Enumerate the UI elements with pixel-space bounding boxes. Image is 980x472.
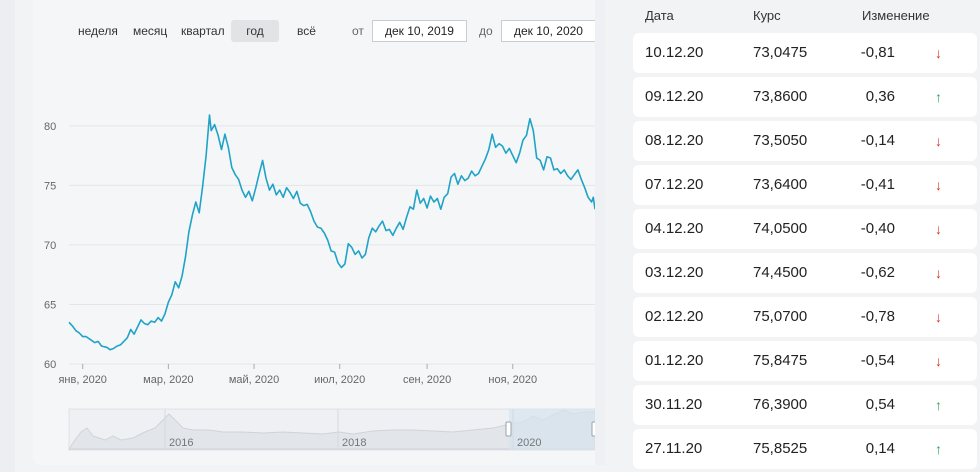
row-date: 27.11.20 — [645, 440, 703, 457]
navigator-year-label: 2016 — [169, 437, 193, 449]
row-rate: 73,0475 — [753, 44, 808, 61]
table-row: 30.11.20 76,3900 0,54 ↑ — [633, 385, 977, 425]
row-date: 30.11.20 — [645, 396, 703, 413]
x-tick-label: ноя, 2020 — [488, 374, 537, 386]
navigator-selection — [509, 409, 595, 450]
row-rate: 75,8525 — [753, 440, 808, 457]
row-date: 03.12.20 — [645, 264, 704, 281]
arrow-up-icon: ↑ — [935, 89, 942, 105]
row-rate: 73,5050 — [753, 132, 808, 149]
row-date: 01.12.20 — [645, 352, 704, 369]
row-change: -0,54 — [860, 352, 895, 369]
arrow-up-icon: ↑ — [935, 441, 942, 457]
y-tick-label: 80 — [44, 121, 56, 133]
table-row: 04.12.20 74,0500 -0,40 ↓ — [633, 209, 977, 249]
row-rate: 75,8475 — [753, 352, 808, 369]
table-row: 10.12.20 73,0475 -0,81 ↓ — [633, 33, 977, 73]
arrow-up-icon: ↑ — [935, 397, 942, 413]
x-tick-label: сен, 2020 — [403, 374, 451, 386]
row-change: -0,14 — [860, 132, 895, 149]
row-date: 04.12.20 — [645, 220, 704, 237]
chart-grid — [69, 125, 595, 365]
navigator-year-label: 2020 — [517, 437, 541, 449]
rate-chart: 60 65 70 75 80 янв, 2020 мар, 2020 май, 2020 ию… — [44, 114, 598, 451]
table-row: 07.12.20 73,6400 -0,41 ↓ — [633, 165, 977, 205]
y-tick-label: 65 — [44, 299, 56, 311]
x-axis-ticks: янв, 2020 мар, 2020 май, 2020 июл, 2020 сен,… — [58, 364, 537, 386]
table-row: 01.12.20 75,8475 -0,54 ↓ — [633, 341, 977, 381]
x-tick-label: янв, 2020 — [58, 374, 106, 386]
row-change: -0,81 — [860, 44, 895, 61]
card-divider — [595, 0, 605, 465]
range-navigator[interactable]: 2016 2018 2020 — [68, 408, 598, 451]
table-header: Дата Курс Изменение — [615, 8, 980, 28]
row-rate: 74,4500 — [753, 264, 808, 281]
period-week[interactable]: неделя — [78, 24, 118, 38]
navigator-year-label: 2018 — [342, 437, 366, 449]
header-change: Изменение — [862, 8, 930, 23]
row-change: -0,41 — [860, 176, 895, 193]
row-date: 07.12.20 — [645, 176, 704, 193]
row-date: 09.12.20 — [645, 88, 704, 105]
rates-table: Дата Курс Изменение 10.12.20 73,0475 -0,81… — [615, 0, 980, 472]
range-to-input[interactable]: дек 10, 2020 — [501, 20, 596, 42]
period-year[interactable]: год — [231, 20, 279, 42]
arrow-down-icon: ↓ — [935, 221, 942, 237]
row-change: 0,14 — [865, 440, 895, 457]
header-rate: Курс — [753, 8, 781, 23]
arrow-down-icon: ↓ — [935, 309, 942, 325]
x-tick-label: мар, 2020 — [143, 374, 193, 386]
table-row: 27.11.20 75,8525 0,14 ↑ — [633, 429, 977, 469]
navigator-handle-left[interactable] — [505, 421, 512, 437]
x-tick-label: июл, 2020 — [314, 374, 365, 386]
x-tick-label: май, 2020 — [229, 374, 279, 386]
range-from-input[interactable]: дек 10, 2019 — [372, 20, 467, 42]
row-change: -0,62 — [860, 264, 895, 281]
row-rate: 74,0500 — [753, 220, 808, 237]
range-from-label: от — [352, 24, 364, 38]
chart-card: неделя месяц квартал год всё от дек 10, … — [33, 0, 605, 465]
period-quarter[interactable]: квартал — [181, 24, 225, 38]
header-date: Дата — [645, 8, 674, 23]
row-change: 0,54 — [865, 396, 895, 413]
row-date: 02.12.20 — [645, 308, 704, 325]
y-tick-label: 60 — [44, 359, 56, 371]
row-rate: 73,6400 — [753, 176, 808, 193]
row-change: 0,36 — [865, 88, 895, 105]
table-row: 08.12.20 73,5050 -0,14 ↓ — [633, 121, 977, 161]
table-row: 02.12.20 75,0700 -0,78 ↓ — [633, 297, 977, 337]
row-date: 08.12.20 — [645, 132, 704, 149]
row-rate: 76,3900 — [753, 396, 808, 413]
row-change: -0,40 — [860, 220, 895, 237]
row-date: 10.12.20 — [645, 44, 704, 61]
arrow-down-icon: ↓ — [935, 177, 942, 193]
row-rate: 75,0700 — [753, 308, 808, 325]
row-rate: 73,8600 — [753, 88, 808, 105]
arrow-down-icon: ↓ — [935, 45, 942, 61]
period-selector: неделя месяц квартал год всё от дек 10, … — [33, 20, 605, 42]
y-tick-label: 70 — [44, 240, 56, 252]
row-change: -0,78 — [860, 308, 895, 325]
table-row: 03.12.20 74,4500 -0,62 ↓ — [633, 253, 977, 293]
arrow-down-icon: ↓ — [935, 265, 942, 281]
table-row: 09.12.20 73,8600 0,36 ↑ — [633, 77, 977, 117]
page-left-margin — [0, 0, 15, 472]
range-to-label: до — [479, 24, 493, 38]
period-month[interactable]: месяц — [133, 24, 168, 38]
arrow-down-icon: ↓ — [935, 133, 942, 149]
period-all[interactable]: всё — [297, 24, 316, 38]
arrow-down-icon: ↓ — [935, 353, 942, 369]
y-tick-label: 75 — [44, 180, 56, 192]
rate-series-line — [68, 114, 596, 351]
y-axis-ticks: 60 65 70 75 80 — [44, 121, 56, 371]
